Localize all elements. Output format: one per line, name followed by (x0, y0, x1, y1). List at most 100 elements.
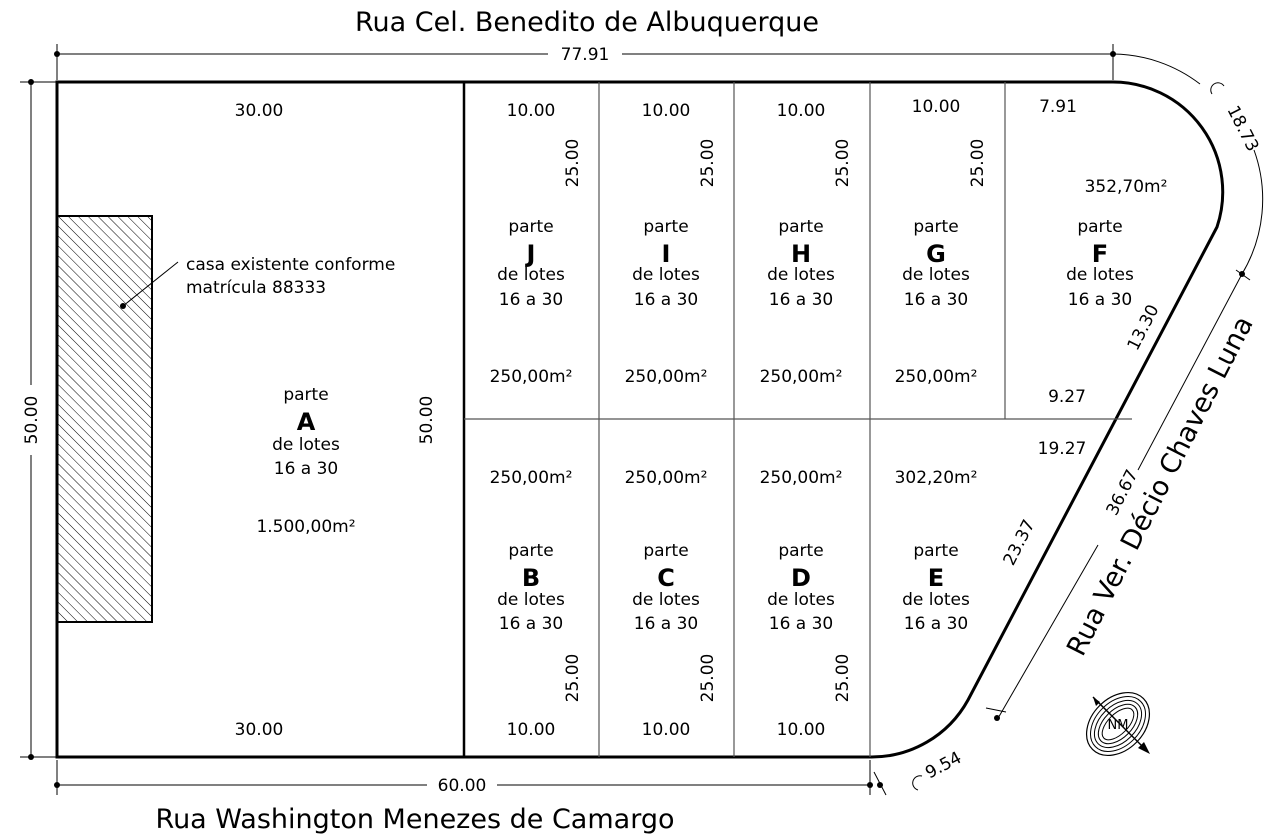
lot-a-de-lotes: de lotes (272, 435, 340, 455)
property-outline (55, 80, 1225, 759)
lot-g-area: 250,00m² (895, 367, 978, 387)
lot-h-letter: H (791, 240, 811, 268)
lot-d-parte: parte (778, 541, 823, 561)
lot-b-letter: B (522, 564, 540, 592)
lot-d-letter: D (791, 564, 811, 592)
lot-d-front-dim: 10.00 (777, 720, 826, 740)
lot-h-de-lotes: de lotes (767, 265, 835, 285)
lot-i-area: 250,00m² (625, 367, 708, 387)
lot-a-area: 1.500,00m² (256, 517, 355, 537)
lot-g-depth-dim: 25.00 (968, 139, 988, 188)
lot-a-letter: A (297, 408, 316, 436)
dimension-corner-top-label: 18.73 (1222, 103, 1262, 155)
lot-j-range: 16 a 30 (499, 290, 564, 310)
lot-i-de-lotes: de lotes (632, 265, 700, 285)
lot-d: 250,00m² parte D de lotes 16 a 30 25.00 … (760, 468, 853, 740)
dimension-top: 77.91 (54, 44, 1116, 80)
lot-c-area: 250,00m² (625, 468, 708, 488)
lot-g-de-lotes: de lotes (902, 265, 970, 285)
lot-f-parte: parte (1077, 217, 1122, 237)
lot-b: 250,00m² parte B de lotes 16 a 30 25.00 … (490, 468, 583, 740)
lot-g-parte: parte (913, 217, 958, 237)
lot-f-back-dim: 9.27 (1048, 387, 1086, 407)
lot-e-area: 302,20m² (895, 468, 978, 488)
lot-h-parte: parte (778, 217, 823, 237)
lot-f-area: 352,70m² (1085, 177, 1168, 197)
lot-h-front-dim: 10.00 (777, 101, 826, 121)
lot-i-range: 16 a 30 (634, 290, 699, 310)
lot-i-parte: parte (643, 217, 688, 237)
dimension-diagonal: 36.67 (985, 273, 1243, 721)
existing-house-hatch (56, 215, 153, 623)
dimension-left-label: 50.00 (22, 396, 42, 445)
lot-j: 10.00 25.00 parte J de lotes 16 a 30 250… (490, 101, 583, 387)
lot-e-parte: parte (913, 541, 958, 561)
lot-h-area: 250,00m² (760, 367, 843, 387)
lot-e-letter: E (928, 564, 944, 592)
lot-e: 302,20m² 19.27 parte E de lotes 16 a 30 … (895, 439, 1087, 634)
lot-e-side-dim: 23.37 (1000, 517, 1040, 569)
dimension-top-label: 77.91 (561, 45, 610, 65)
lot-e-range: 16 a 30 (904, 614, 969, 634)
lot-a-top-dim: 30.00 (235, 101, 284, 121)
dimension-corner-bottom-label: 9.54 (922, 748, 965, 783)
lot-c-parte: parte (643, 541, 688, 561)
lot-c: 250,00m² parte C de lotes 16 a 30 25.00 … (625, 468, 718, 740)
house-note-leader (120, 261, 179, 309)
lot-a: 30.00 30.00 50.00 parte A de lotes 16 a … (235, 101, 437, 740)
lot-j-front-dim: 10.00 (507, 101, 556, 121)
lot-i-front-dim: 10.00 (642, 101, 691, 121)
lot-a-bottom-dim: 30.00 (235, 720, 284, 740)
lot-f-front-dim: 7.91 (1039, 97, 1077, 117)
lot-b-area: 250,00m² (490, 468, 573, 488)
lot-g: 10.00 25.00 parte G de lotes 16 a 30 250… (895, 97, 988, 387)
lot-b-depth-dim: 25.00 (563, 654, 583, 703)
lot-i: 10.00 25.00 parte I de lotes 16 a 30 250… (625, 101, 718, 387)
lot-c-letter: C (657, 564, 675, 592)
street-top-name: Rua Cel. Benedito de Albuquerque (355, 7, 819, 38)
lot-c-range: 16 a 30 (634, 614, 699, 634)
lot-b-parte: parte (508, 541, 553, 561)
house-note-line2: matrícula 88333 (186, 278, 326, 298)
lot-j-parte: parte (508, 217, 553, 237)
lot-i-letter: I (662, 240, 671, 268)
lot-e-top-dim: 19.27 (1038, 439, 1087, 459)
lot-j-depth-dim: 25.00 (563, 139, 583, 188)
dimension-bottom: 60.00 (54, 760, 873, 796)
lot-d-range: 16 a 30 (769, 614, 834, 634)
dimension-left: 50.00 (20, 79, 56, 760)
lot-j-letter: J (525, 240, 536, 268)
lot-d-depth-dim: 25.00 (833, 654, 853, 703)
lot-e-de-lotes: de lotes (902, 590, 970, 610)
lot-a-side-dim: 50.00 (417, 396, 437, 445)
lot-g-range: 16 a 30 (904, 290, 969, 310)
north-arrow-icon: NM (1085, 691, 1151, 757)
lot-dividers (462, 82, 1132, 757)
lot-b-front-dim: 10.00 (507, 720, 556, 740)
lot-c-de-lotes: de lotes (632, 590, 700, 610)
lot-h-depth-dim: 25.00 (833, 139, 853, 188)
lot-d-area: 250,00m² (760, 468, 843, 488)
lot-d-de-lotes: de lotes (767, 590, 835, 610)
lot-i-depth-dim: 25.00 (698, 139, 718, 188)
north-arrow-label: NM (1108, 718, 1129, 733)
lot-j-de-lotes: de lotes (497, 265, 565, 285)
lot-f-range: 16 a 30 (1068, 290, 1133, 310)
lot-a-range: 16 a 30 (274, 459, 339, 479)
lot-h: 10.00 25.00 parte H de lotes 16 a 30 250… (760, 101, 853, 387)
lot-c-depth-dim: 25.00 (698, 654, 718, 703)
lot-f-de-lotes: de lotes (1066, 265, 1134, 285)
house-note-line1: casa existente conforme (186, 255, 395, 275)
dimension-corner-top: 18.73 (1112, 53, 1264, 281)
lot-c-front-dim: 10.00 (642, 720, 691, 740)
street-right-name: Rua Ver. Décio Chaves Luna (1061, 311, 1260, 661)
lot-b-de-lotes: de lotes (497, 590, 565, 610)
lot-h-range: 16 a 30 (769, 290, 834, 310)
lot-j-area: 250,00m² (490, 367, 573, 387)
lot-b-range: 16 a 30 (499, 614, 564, 634)
dimension-bottom-label: 60.00 (438, 776, 487, 796)
lot-f-letter: F (1092, 240, 1108, 268)
lot-g-front-dim: 10.00 (912, 97, 961, 117)
street-bottom-name: Rua Washington Menezes de Camargo (156, 804, 675, 835)
